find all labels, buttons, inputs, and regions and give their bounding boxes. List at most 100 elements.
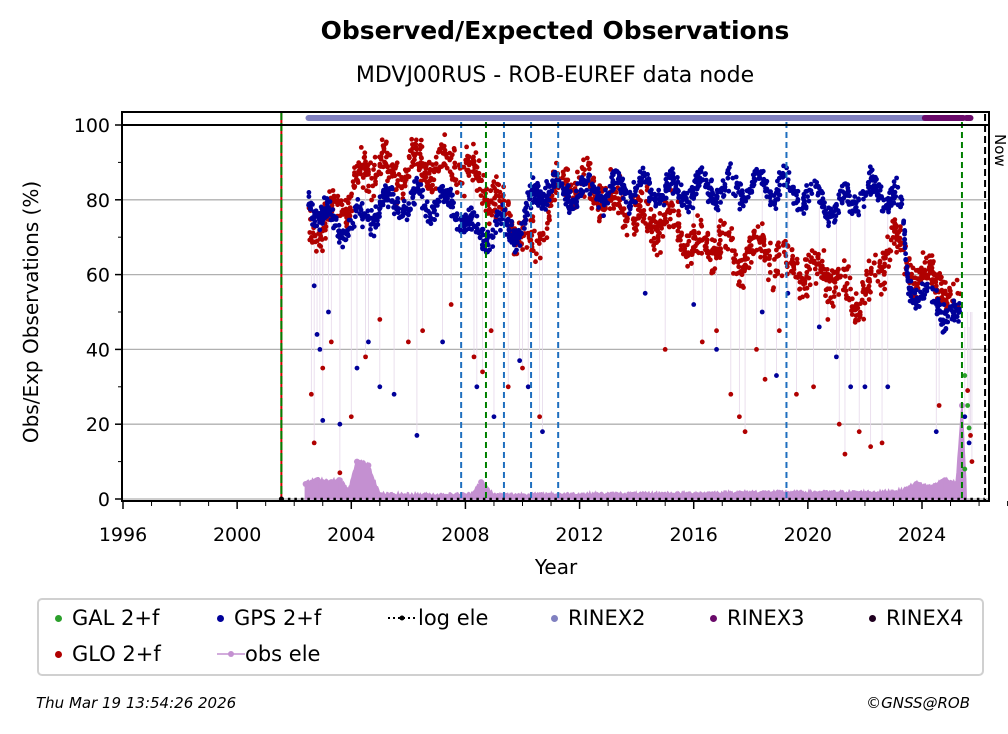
glo-point <box>405 339 411 345</box>
glo-point <box>761 237 767 243</box>
glo-point <box>430 182 435 188</box>
gps-point <box>891 179 897 185</box>
glo-point <box>776 252 782 258</box>
glo-point <box>945 294 951 300</box>
glo-point <box>862 300 868 306</box>
gps-point <box>523 209 528 215</box>
gps-point <box>675 179 681 185</box>
gps-point <box>392 200 397 206</box>
gps-point <box>366 339 371 345</box>
glo-point <box>836 292 842 297</box>
gps-point <box>355 197 361 202</box>
rinex3-marker-icon <box>710 614 717 622</box>
gps-point <box>498 212 504 218</box>
glo-point <box>623 218 628 224</box>
glo-point <box>890 235 896 240</box>
glo-point <box>497 198 503 204</box>
gps-point <box>777 182 783 188</box>
gal-point <box>965 403 971 408</box>
glo-point <box>877 260 883 266</box>
gps-point <box>391 391 397 397</box>
glo-point <box>427 166 433 172</box>
gps-point <box>757 175 763 181</box>
glo-point <box>819 275 824 280</box>
glo-point <box>401 183 407 189</box>
glo-point <box>698 217 704 223</box>
glo-point <box>410 151 416 156</box>
glo-point <box>648 238 654 244</box>
gps-point <box>440 183 446 189</box>
gps-point <box>631 179 637 185</box>
gps-point <box>575 194 581 200</box>
gps-point <box>368 227 373 232</box>
glo-point <box>938 281 944 286</box>
glo-point <box>422 161 428 167</box>
glo-point <box>716 246 722 252</box>
gps-point <box>650 196 656 202</box>
gps-point <box>406 201 412 206</box>
glo-point <box>872 273 878 278</box>
glo-point <box>352 165 357 171</box>
glo-point <box>854 301 859 307</box>
glo-point <box>836 266 841 272</box>
gps-point <box>830 210 835 215</box>
glo-point <box>589 205 595 211</box>
glo-point <box>505 384 511 390</box>
glo-point <box>793 274 799 280</box>
glo-point <box>847 275 853 281</box>
glo-point <box>448 302 454 307</box>
gps-point <box>876 182 882 187</box>
glo-point <box>479 201 485 206</box>
glo-point <box>541 237 547 243</box>
gps-point <box>473 224 478 230</box>
gps-point <box>775 188 781 193</box>
glo-point <box>804 263 809 269</box>
glo-point <box>832 279 838 285</box>
gps-point <box>940 317 946 323</box>
glo-point <box>415 162 421 168</box>
gps-point <box>539 206 545 211</box>
glo-point <box>369 197 374 203</box>
glo-point <box>536 241 542 246</box>
glo-point <box>657 211 663 216</box>
glo-point <box>658 250 663 255</box>
glo-point <box>327 189 332 195</box>
gps-point <box>506 227 512 233</box>
glo-point <box>827 278 832 284</box>
glo-point <box>392 173 398 179</box>
gps-point <box>474 213 480 219</box>
glo-point <box>709 248 714 254</box>
glo-point <box>437 146 442 152</box>
glo-point <box>788 260 794 266</box>
gps-point <box>833 354 839 360</box>
gps-point <box>903 251 908 257</box>
glo-point <box>833 285 839 290</box>
glo-point <box>689 261 694 266</box>
glo-point <box>823 293 828 299</box>
glo-point <box>868 265 874 271</box>
gps-point <box>601 213 606 219</box>
glo-point <box>413 137 419 143</box>
glo-point <box>847 297 852 303</box>
glo-point <box>880 282 886 287</box>
gps-point <box>509 222 514 228</box>
glo-point <box>414 151 420 156</box>
gps-point <box>480 246 485 252</box>
gps-point <box>664 180 670 186</box>
gps-point <box>825 214 831 220</box>
gps-point <box>656 187 662 193</box>
glo-point <box>405 173 411 179</box>
glo-point <box>881 255 886 260</box>
legend: GAL 2+f GPS 2+f log ele RINEX2 RINEX3 RI… <box>37 598 984 676</box>
glo-point <box>660 234 666 239</box>
gps-point <box>736 189 741 195</box>
glo-point <box>494 174 499 180</box>
gps-point <box>358 207 364 213</box>
glo-point <box>477 186 483 192</box>
gps-point <box>653 202 659 208</box>
glo-point <box>768 240 773 246</box>
glo-point <box>919 273 924 278</box>
glo-point <box>385 169 391 175</box>
gps-point <box>306 190 312 195</box>
gps-point <box>696 183 702 189</box>
